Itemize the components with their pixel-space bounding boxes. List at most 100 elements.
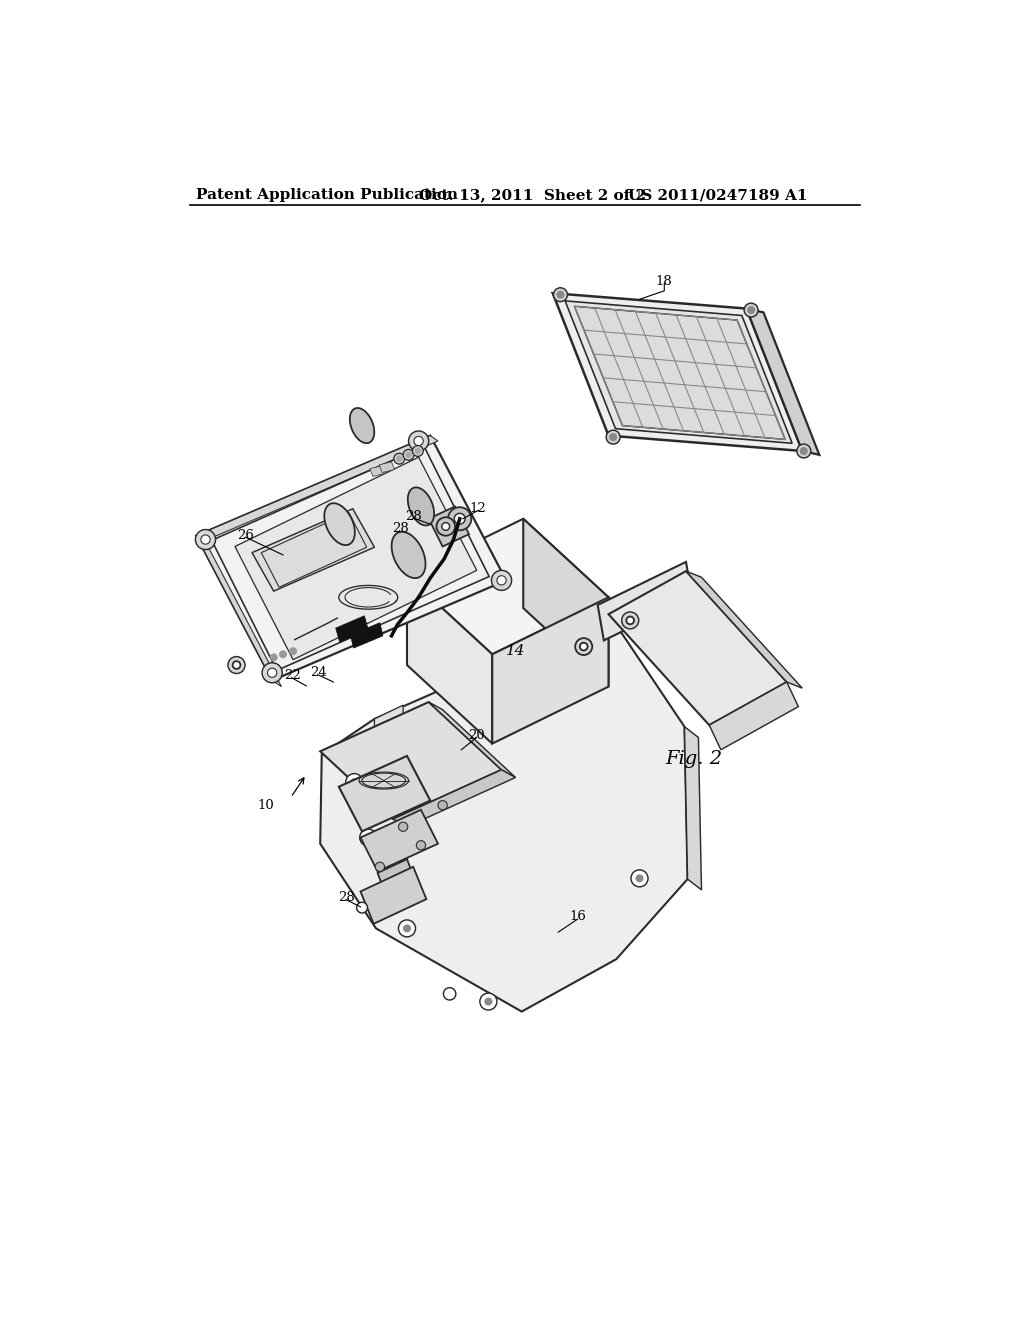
Polygon shape [336,615,369,642]
Ellipse shape [350,408,375,444]
Ellipse shape [325,503,355,545]
Text: 28: 28 [338,891,355,904]
Polygon shape [370,466,385,477]
Circle shape [280,651,286,657]
Polygon shape [375,705,403,746]
Circle shape [398,822,408,832]
Polygon shape [608,572,786,725]
Text: 14: 14 [506,644,525,659]
Polygon shape [379,462,394,473]
Circle shape [416,449,420,453]
Circle shape [438,800,447,810]
Circle shape [622,612,639,628]
Circle shape [442,523,450,531]
Circle shape [196,529,216,549]
Circle shape [366,834,372,841]
Polygon shape [407,519,608,655]
Circle shape [554,288,567,302]
Circle shape [797,444,811,458]
Polygon shape [493,598,608,743]
Text: 10: 10 [258,799,274,812]
Text: 16: 16 [569,911,586,924]
Circle shape [443,987,456,1001]
Polygon shape [686,572,802,688]
Text: Patent Application Publication: Patent Application Publication [197,189,458,202]
Text: 24: 24 [310,667,327,680]
Circle shape [397,457,401,461]
Polygon shape [710,682,799,750]
Polygon shape [746,309,819,455]
Circle shape [403,925,410,932]
Circle shape [356,903,368,913]
Polygon shape [378,859,417,898]
Circle shape [414,437,423,446]
Circle shape [407,453,411,457]
Circle shape [606,430,621,444]
Text: 20: 20 [468,730,485,742]
Text: Fig. 2: Fig. 2 [666,750,722,768]
Polygon shape [321,702,502,818]
Circle shape [636,875,643,882]
Polygon shape [429,702,515,777]
Polygon shape [350,623,383,648]
Text: 28: 28 [404,510,422,523]
Circle shape [403,450,414,461]
Circle shape [346,774,362,791]
Polygon shape [393,770,515,826]
Text: 26: 26 [238,529,254,543]
Circle shape [575,638,592,655]
Circle shape [492,570,512,590]
Circle shape [270,655,276,660]
Polygon shape [574,306,785,440]
Circle shape [497,576,506,585]
Circle shape [744,304,758,317]
Polygon shape [407,576,493,743]
Circle shape [436,517,455,536]
Polygon shape [523,519,608,686]
Ellipse shape [408,487,434,525]
Circle shape [449,507,471,531]
Circle shape [351,779,357,785]
Circle shape [409,430,429,451]
Circle shape [610,434,616,441]
Circle shape [748,308,755,313]
Circle shape [394,453,404,465]
Text: 28: 28 [392,521,410,535]
Circle shape [413,446,423,457]
Text: 18: 18 [656,275,673,288]
Circle shape [480,993,497,1010]
Circle shape [232,661,241,669]
Text: US 2011/0247189 A1: US 2011/0247189 A1 [628,189,807,202]
Text: 22: 22 [284,669,301,682]
Ellipse shape [391,532,426,578]
Polygon shape [553,293,802,451]
Circle shape [267,668,276,677]
Polygon shape [234,457,477,660]
Circle shape [290,648,296,655]
Circle shape [417,841,426,850]
Circle shape [455,513,465,524]
Polygon shape [197,436,438,541]
Circle shape [262,663,283,682]
Polygon shape [360,867,426,924]
Circle shape [631,870,648,887]
Circle shape [228,656,245,673]
Polygon shape [429,507,469,546]
Text: 12: 12 [470,502,486,515]
Circle shape [801,447,807,454]
Polygon shape [339,756,430,832]
Circle shape [627,616,634,624]
Circle shape [375,862,385,871]
Circle shape [398,920,416,937]
Polygon shape [598,562,692,640]
Text: Oct. 13, 2011  Sheet 2 of 2: Oct. 13, 2011 Sheet 2 of 2 [419,189,645,202]
Polygon shape [197,436,506,681]
Polygon shape [565,301,793,444]
Circle shape [485,998,492,1005]
Circle shape [201,535,210,544]
Circle shape [580,643,588,651]
Circle shape [557,292,563,298]
Polygon shape [360,810,438,871]
Polygon shape [252,508,375,591]
Polygon shape [197,536,282,686]
